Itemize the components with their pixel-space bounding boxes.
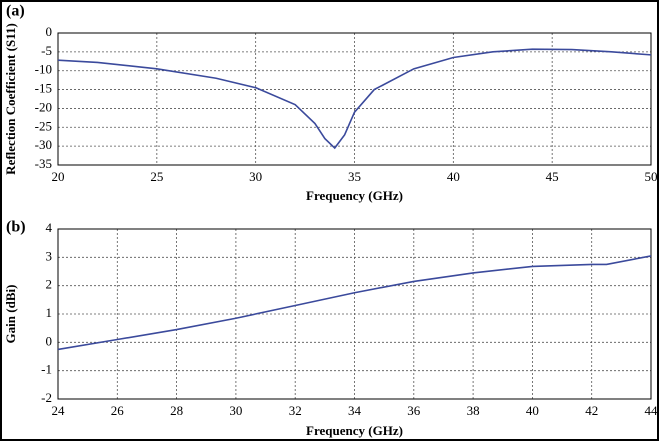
y-tick-label: -1 — [41, 362, 52, 377]
y-tick-label: 1 — [46, 305, 53, 320]
y-tick-label: -5 — [41, 43, 52, 58]
panel-title: (b) — [6, 219, 26, 236]
data-line — [57, 48, 652, 150]
x-tick-label: 30 — [249, 169, 262, 184]
x-tick-label: 45 — [546, 169, 559, 184]
x-tick-label: 35 — [348, 169, 361, 184]
y-tick-label: -35 — [35, 156, 52, 171]
y-axis-label: Reflection Coefficient (S11) — [3, 23, 18, 175]
x-tick-label: 34 — [348, 403, 362, 418]
y-tick-label: 0 — [46, 333, 53, 348]
x-tick-label: 42 — [585, 403, 598, 418]
y-tick-label: -10 — [35, 62, 52, 77]
y-tick-label: 4 — [46, 220, 53, 235]
x-tick-label: 26 — [111, 403, 125, 418]
y-tick-label: 3 — [46, 248, 53, 263]
x-tick-label: 25 — [150, 169, 163, 184]
plot-border — [57, 228, 652, 400]
data-line — [57, 255, 652, 351]
x-tick-label: 24 — [52, 403, 66, 418]
y-axis-label: Gain (dBi) — [3, 285, 18, 344]
y-tick-label: 0 — [46, 24, 53, 39]
x-tick-label: 32 — [289, 403, 302, 418]
y-tick-label: -25 — [35, 118, 52, 133]
x-tick-label: 40 — [526, 403, 539, 418]
x-tick-label: 40 — [447, 169, 460, 184]
x-tick-label: 30 — [229, 403, 242, 418]
x-tick-label: 20 — [52, 169, 65, 184]
panel-title: (a) — [6, 3, 25, 20]
x-axis-label: Frequency (GHz) — [306, 188, 403, 203]
y-tick-label: -2 — [41, 390, 52, 405]
y-tick-label: -30 — [35, 137, 52, 152]
x-tick-label: 36 — [407, 403, 421, 418]
x-tick-label: 38 — [467, 403, 480, 418]
y-tick-label: -20 — [35, 99, 52, 114]
x-tick-label: 50 — [645, 169, 658, 184]
y-tick-label: 2 — [46, 277, 53, 292]
x-tick-label: 44 — [645, 403, 659, 418]
plot-border — [57, 32, 652, 166]
y-tick-label: -15 — [35, 81, 52, 96]
x-tick-label: 28 — [170, 403, 183, 418]
x-axis-label: Frequency (GHz) — [306, 423, 403, 438]
